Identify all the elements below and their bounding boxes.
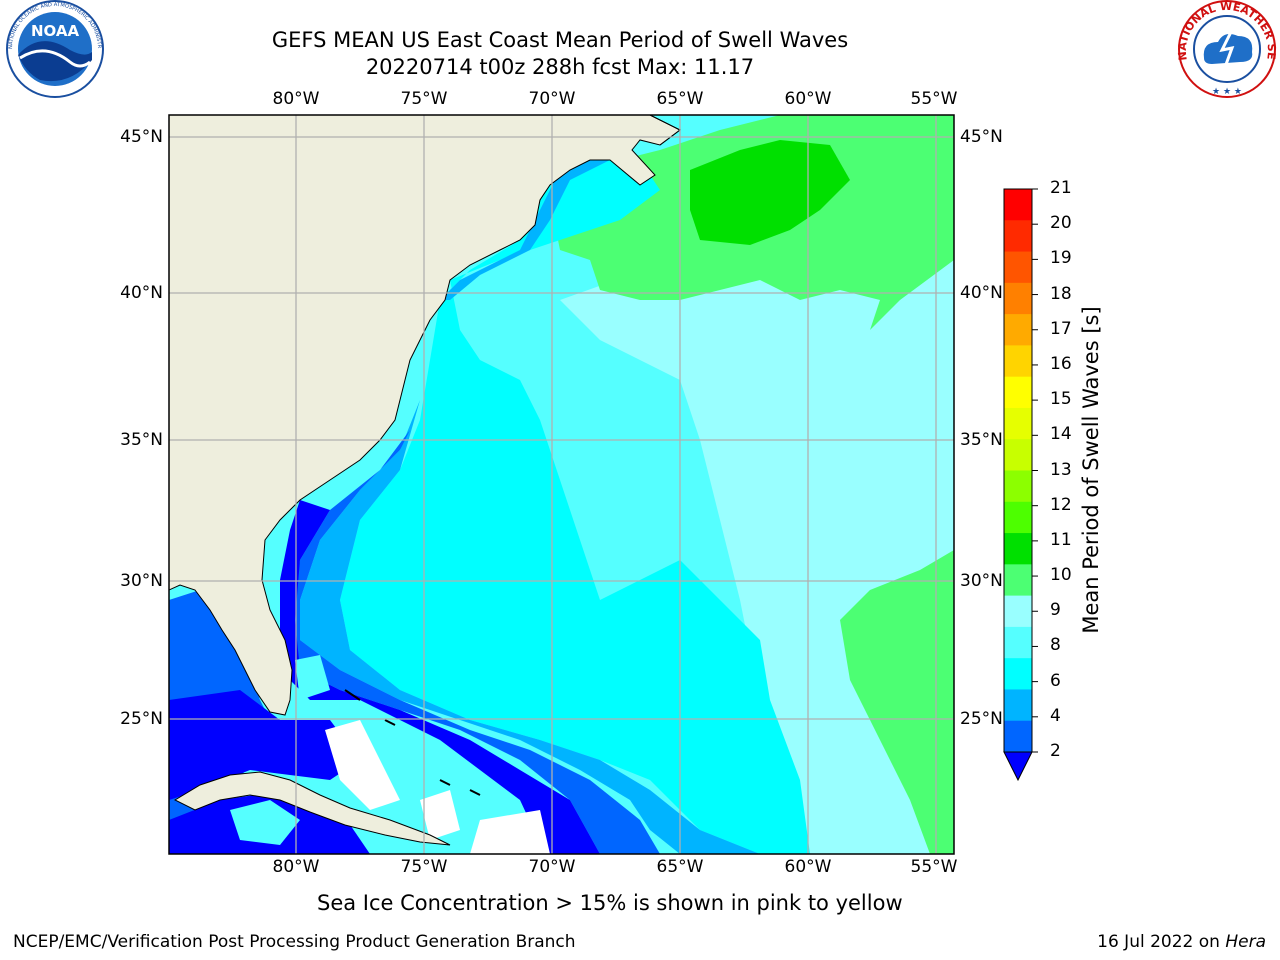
colorbar-segment <box>1004 314 1032 346</box>
colorbar-tick-label: 4 <box>1050 705 1061 726</box>
lon-label-top: 75°W <box>400 89 448 109</box>
colorbar-segment <box>1004 564 1032 597</box>
lat-label-right: 40°N <box>960 283 1003 303</box>
colorbar-segment <box>1004 501 1032 534</box>
colorbar-tick-label: 18 <box>1050 283 1072 304</box>
footer-right: 16 Jul 2022 on Hera <box>1097 932 1266 952</box>
grid-lines <box>169 115 954 854</box>
colorbar-tick-label: 10 <box>1050 565 1072 586</box>
lat-label-left: 35°N <box>120 430 163 450</box>
lon-label-top: 70°W <box>528 89 576 109</box>
colorbar-tick-label: 2 <box>1050 741 1061 761</box>
colorbar-tick-label: 15 <box>1050 389 1072 410</box>
colorbar-segment <box>1004 626 1032 659</box>
lat-label-left: 25°N <box>120 709 163 729</box>
colorbar-segment <box>1004 595 1032 628</box>
colorbar-segment <box>1004 658 1032 690</box>
footer-date: 16 Jul 2022 on <box>1097 932 1226 952</box>
colorbar-tick-label: 13 <box>1050 459 1072 480</box>
noaa-logo-text: NOAA <box>31 22 80 40</box>
colorbar-tick-label: 6 <box>1050 670 1061 691</box>
colorbar-tick-label: 9 <box>1050 600 1061 621</box>
colorbar-tick-label: 8 <box>1050 635 1061 656</box>
noaa-logo: NOAA NATIONAL OCEANIC AND ATMOSPHERIC AD… <box>0 0 104 98</box>
colorbar-segment <box>1004 376 1032 409</box>
lon-label-top: 55°W <box>910 89 958 109</box>
chart-title-line2: 20220714 t00z 288h fcst Max: 11.17 <box>365 55 755 79</box>
nws-logo-ring: NATIONAL WEATHER SERVICE <box>0 0 1278 61</box>
colorbar-segment <box>1004 251 1032 284</box>
colorbar-segment <box>1004 282 1032 315</box>
colorbar-segment <box>1004 470 1032 503</box>
colorbar-segment <box>1004 220 1032 253</box>
colorbar-segment <box>1004 189 1032 221</box>
colorbar-label: Mean Period of Swell Waves [s] <box>1079 306 1103 633</box>
sea-ice-note: Sea Ice Concentration > 15% is shown in … <box>317 891 903 915</box>
lon-label-bottom: 75°W <box>400 857 448 877</box>
colorbar-segment <box>1004 439 1032 471</box>
colorbar-segment <box>1004 720 1032 753</box>
svg-text:NATIONAL WEATHER SERVICE: NATIONAL WEATHER SERVICE <box>0 0 1278 61</box>
lon-label-top: 80°W <box>272 89 320 109</box>
colorbar-tick-label: 20 <box>1050 213 1072 234</box>
footer-host: Hera <box>1225 932 1266 952</box>
colorbar-segment <box>1004 345 1032 378</box>
lon-label-bottom: 80°W <box>272 857 320 877</box>
colorbar-tick-label: 12 <box>1050 494 1072 515</box>
colorbar-extend-arrow <box>1003 751 1033 782</box>
svg-text:★ ★ ★: ★ ★ ★ <box>1212 87 1242 97</box>
colorbar <box>1003 188 1038 782</box>
nws-logo: NATIONAL WEATHER SERVICE ★ ★ ★ <box>0 0 1278 98</box>
lon-label-top: 65°W <box>656 89 704 109</box>
colorbar-tick-label: 17 <box>1050 318 1072 339</box>
lon-label-bottom: 60°W <box>784 857 832 877</box>
colorbar-tick-label: 19 <box>1050 248 1072 269</box>
lat-label-left: 40°N <box>120 283 163 303</box>
colorbar-tick-label: 11 <box>1050 529 1072 550</box>
lat-label-right: 35°N <box>960 430 1003 450</box>
colorbar-tick-label: 16 <box>1050 353 1072 374</box>
lat-label-left: 45°N <box>120 127 163 147</box>
lat-label-right: 45°N <box>960 127 1003 147</box>
chart-title-line1: GEFS MEAN US East Coast Mean Period of S… <box>271 28 849 52</box>
colorbar-segment <box>1004 407 1032 440</box>
lat-label-right: 25°N <box>960 709 1003 729</box>
colorbar-segment <box>1004 533 1032 565</box>
footer-left: NCEP/EMC/Verification Post Processing Pr… <box>13 932 576 952</box>
colorbar-tick-label: 14 <box>1050 424 1072 445</box>
lat-label-right: 30°N <box>960 571 1003 591</box>
lon-label-bottom: 55°W <box>910 857 958 877</box>
colorbar-tick-label: 21 <box>1050 178 1072 198</box>
lon-label-bottom: 70°W <box>528 857 576 877</box>
colorbar-segment <box>1004 689 1032 722</box>
lon-label-bottom: 65°W <box>656 857 704 877</box>
map-field <box>169 115 954 854</box>
lon-label-top: 60°W <box>784 89 832 109</box>
map-frame <box>168 114 955 855</box>
lat-label-left: 30°N <box>120 571 163 591</box>
